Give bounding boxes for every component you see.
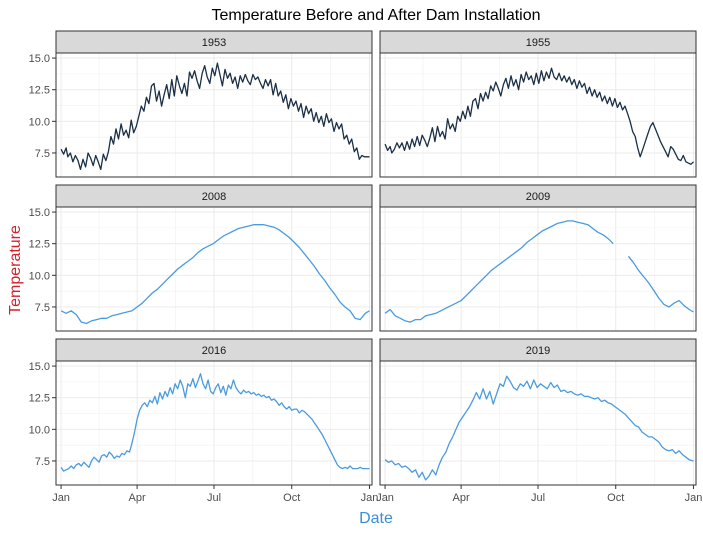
facet-strip-label: 2016: [202, 345, 226, 357]
facet-panel-2016: 2016: [55, 338, 373, 486]
chart-title: Temperature Before and After Dam Install…: [211, 7, 540, 24]
y-tick-label: 7.5: [35, 456, 50, 468]
series-line-1955: [384, 67, 694, 165]
series-line-2019: [384, 375, 694, 481]
y-axis: 7.5 10.0 12.5 15.0 7.5 10.0 12.5 15.0 7.5 10.0 12.…: [29, 53, 56, 468]
y-axis-title: Temperature: [7, 225, 24, 315]
x-tick-label: Jan: [52, 492, 70, 504]
y-tick-label: 15.0: [29, 361, 50, 373]
facet-panel-1953: 1953: [55, 30, 373, 178]
x-tick-label: Jan: [376, 492, 394, 504]
facet-panels: 1953 1955 2008 2009 2016 2019: [55, 30, 697, 486]
panel-border: [55, 206, 373, 332]
x-tick-label: Jan: [685, 492, 703, 504]
x-tick-label: Jan: [361, 492, 379, 504]
facet-strip-label: 1955: [526, 37, 550, 49]
facet-panel-2019: 2019: [379, 338, 697, 486]
facet-panel-2009: 2009: [379, 184, 697, 332]
facet-strip-label: 1953: [202, 37, 226, 49]
facet-strip-label: 2009: [526, 191, 550, 203]
series-line-2016: [60, 373, 370, 472]
panel-border: [379, 52, 697, 178]
y-tick-label: 7.5: [35, 302, 50, 314]
x-tick-label: Oct: [283, 492, 300, 504]
x-tick-label: Apr: [453, 492, 470, 504]
y-tick-label: 15.0: [29, 207, 50, 219]
panel-border: [379, 206, 697, 332]
y-tick-label: 12.5: [29, 239, 50, 251]
x-axis-title: Date: [359, 510, 393, 527]
x-tick-label: Oct: [607, 492, 624, 504]
x-tick-label: Apr: [129, 492, 146, 504]
facet-strip-label: 2019: [526, 345, 550, 357]
y-tick-label: 10.0: [29, 424, 50, 436]
series-line-2008: [60, 224, 370, 325]
y-tick-label: 10.0: [29, 270, 50, 282]
y-tick-label: 12.5: [29, 393, 50, 405]
panel-border: [55, 52, 373, 178]
y-tick-label: 15.0: [29, 53, 50, 65]
y-tick-label: 7.5: [35, 148, 50, 160]
facet-strip-label: 2008: [202, 191, 226, 203]
x-tick-label: Jul: [531, 492, 545, 504]
facet-panel-2008: 2008: [55, 184, 373, 332]
x-tick-label: Jul: [207, 492, 221, 504]
y-tick-label: 12.5: [29, 85, 50, 97]
facet-panel-1955: 1955: [379, 30, 697, 178]
y-tick-label: 10.0: [29, 116, 50, 128]
series-line-2009: [384, 220, 694, 323]
series-line-1953: [60, 62, 370, 171]
